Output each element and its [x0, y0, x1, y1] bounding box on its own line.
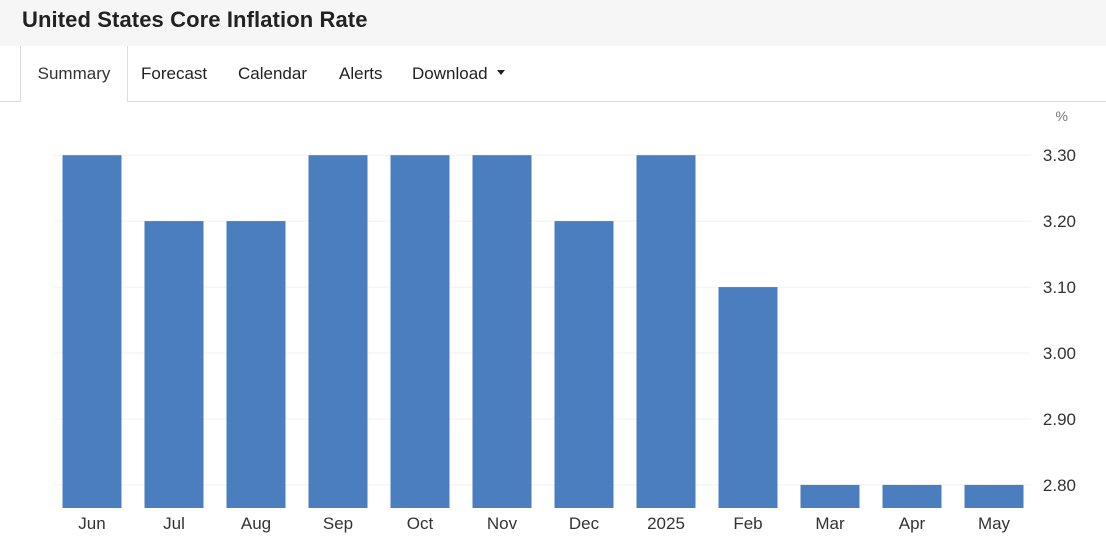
x-tick-label: Apr — [899, 514, 926, 533]
bar-jun[interactable] — [62, 155, 122, 508]
x-tick-label: Dec — [569, 514, 600, 533]
bar-2025[interactable] — [636, 155, 696, 508]
plot-area — [54, 142, 1031, 508]
y-tick-label: 2.90 — [1043, 410, 1076, 429]
tab-alerts[interactable]: Alerts — [339, 46, 382, 101]
title-bar: United States Core Inflation Rate — [0, 0, 1106, 47]
y-axis-labels: 3.30 3.20 3.10 3.00 2.90 2.80 — [1043, 146, 1076, 495]
bar-oct[interactable] — [390, 155, 450, 508]
bar-aug[interactable] — [226, 221, 286, 508]
bar-feb[interactable] — [718, 287, 778, 508]
x-tick-label: 2025 — [647, 514, 685, 533]
x-tick-label: Sep — [323, 514, 353, 533]
page-title: United States Core Inflation Rate — [22, 7, 368, 32]
y-axis-unit: % — [1056, 108, 1068, 124]
x-tick-label: May — [978, 514, 1011, 533]
x-tick-label: Jun — [78, 514, 105, 533]
bar-may[interactable] — [964, 484, 1024, 508]
tab-forecast[interactable]: Forecast — [141, 46, 207, 101]
x-axis-labels: Jun Jul Aug Sep Oct Nov Dec 2025 Feb Mar Apr May — [78, 514, 1010, 533]
x-tick-label: Jul — [163, 514, 185, 533]
y-tick-label: 3.30 — [1043, 146, 1076, 165]
bar-dec[interactable] — [554, 221, 614, 508]
bar-apr[interactable] — [882, 484, 942, 508]
x-tick-label: Aug — [241, 514, 271, 533]
x-tick-label: Feb — [733, 514, 762, 533]
bar-sep[interactable] — [308, 155, 368, 508]
grid-layer — [54, 142, 1031, 508]
tab-forecast-label: Forecast — [141, 64, 208, 83]
tab-download-label: Download — [412, 64, 488, 83]
y-tick-label: 3.10 — [1043, 278, 1076, 297]
y-tick-label: 3.20 — [1043, 212, 1076, 231]
tab-calendar-label: Calendar — [238, 64, 307, 83]
y-tick-label: 2.80 — [1043, 476, 1076, 495]
tab-summary-label: Summary — [37, 64, 111, 83]
bars-layer — [62, 155, 1024, 508]
bar-jul[interactable] — [144, 221, 204, 508]
tab-calendar[interactable]: Calendar — [238, 46, 307, 101]
x-tick-label: Mar — [815, 514, 845, 533]
bar-mar[interactable] — [800, 484, 860, 508]
y-tick-label: 3.00 — [1043, 344, 1076, 363]
bar-chart: Jun Jul Aug Sep Oct Nov Dec 2025 Feb Mar Apr May 3.… — [54, 108, 1076, 533]
caret-down-icon — [496, 70, 505, 76]
x-tick-label: Oct — [407, 514, 434, 533]
tab-alerts-label: Alerts — [339, 64, 383, 83]
tab-summary[interactable]: Summary — [20, 46, 128, 102]
x-tick-label: Nov — [487, 514, 518, 533]
tab-bar: Summary Forecast Calendar Alerts Downloa… — [0, 46, 1106, 102]
bar-nov[interactable] — [472, 155, 532, 508]
tab-download[interactable]: Download — [412, 46, 505, 101]
